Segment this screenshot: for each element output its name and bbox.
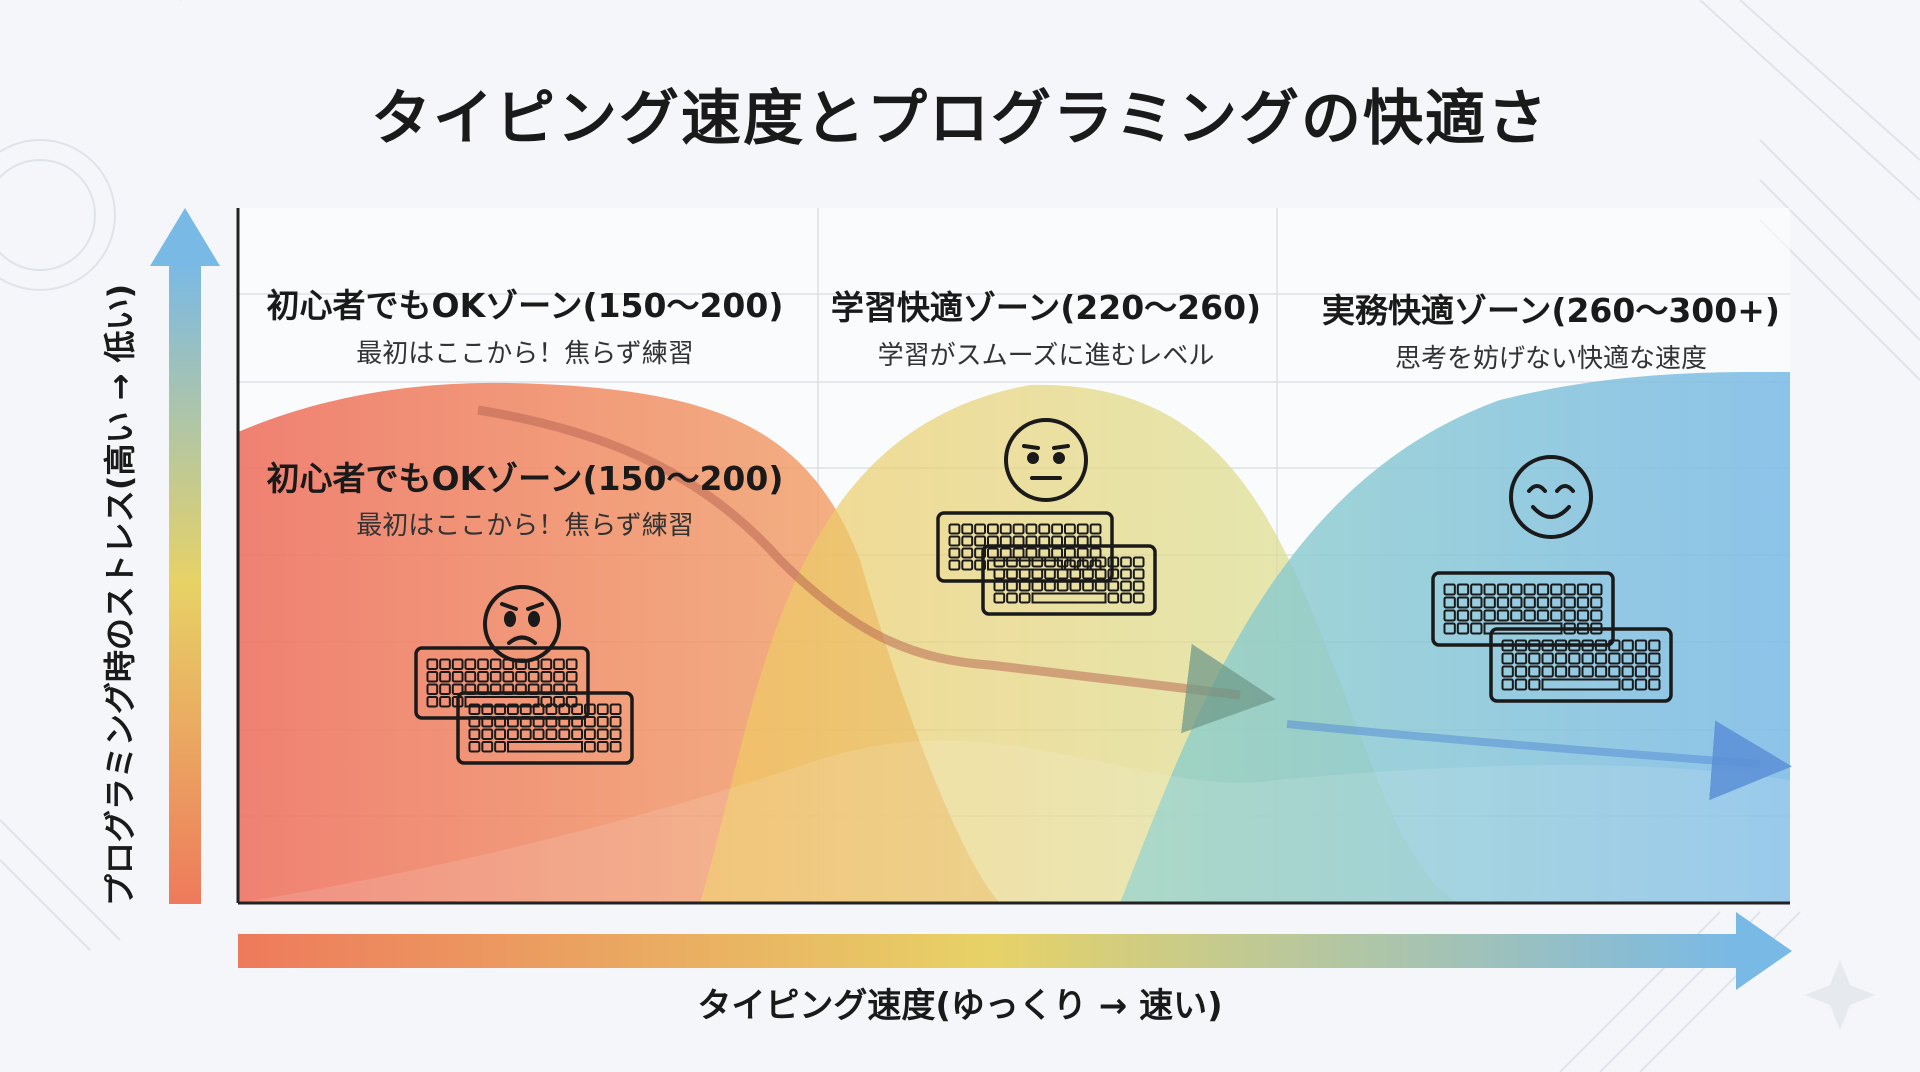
- zone-title-practical: 実務快適ゾーン(260〜300+): [1322, 291, 1780, 330]
- page-title: タイピング速度とプログラミングの快適さ: [371, 84, 1549, 154]
- y-axis-label: プログラミング時のストレス(高い → 低い): [101, 283, 139, 907]
- zone-title-learning: 学習快適ゾーン(220〜260): [830, 288, 1262, 327]
- duplicate-zone-title: 初心者でもOKゾーン(150〜200): [266, 459, 784, 498]
- zone-subtitle-practical: 思考を妨げない快適な速度: [1394, 344, 1707, 374]
- zone-curve-practical: [1120, 371, 1790, 904]
- stress-trend-arrow: [477, 405, 1276, 734]
- zone-curve-overlap: [238, 740, 1790, 903]
- smiling-face-icon: [1509, 455, 1593, 539]
- keyboard-icon: [1431, 571, 1615, 647]
- zone-subtitle-beginner: 最初はここから！焦らず練習: [356, 339, 694, 369]
- worried-face-icon: [483, 585, 561, 663]
- x-axis-arrow: [238, 912, 1792, 990]
- y-axis-arrow: [150, 208, 220, 904]
- x-axis-label: タイピング速度(ゆっくり → 速い): [697, 986, 1223, 1026]
- zone-subtitle-learning: 学習がスムーズに進むレベル: [877, 341, 1215, 371]
- keyboard-icon: [1489, 627, 1673, 703]
- keyboard-icon: [981, 544, 1157, 616]
- duplicate-zone-subtitle: 最初はここから！焦らず練習: [356, 511, 694, 541]
- neutral-face-icon: [1004, 418, 1088, 502]
- keyboard-icon: [456, 691, 634, 765]
- stress-trend-arrow-2: [1286, 720, 1792, 801]
- zone-title-beginner: 初心者でもOKゾーン(150〜200): [266, 286, 784, 325]
